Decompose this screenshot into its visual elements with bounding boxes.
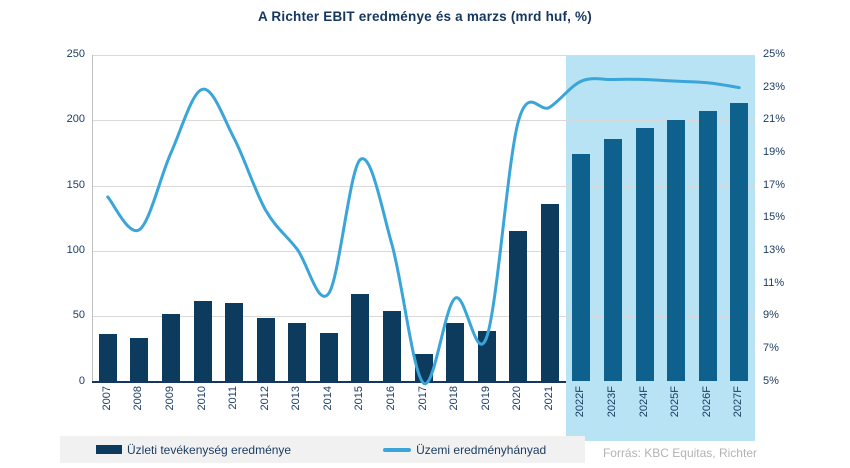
bar-2008 bbox=[130, 338, 149, 382]
bar-2026F bbox=[698, 111, 717, 382]
y-axis-tick-left: 0 bbox=[78, 374, 85, 387]
y-axis-line bbox=[92, 55, 93, 382]
x-axis-tick: 2010 bbox=[195, 386, 208, 411]
x-axis-tick: 2025F bbox=[669, 386, 682, 418]
y-axis-tick-left: 200 bbox=[66, 113, 85, 126]
legend-label-bars: Üzleti tevékenység eredménye bbox=[127, 442, 292, 457]
x-axis-tick: 2019 bbox=[479, 386, 492, 411]
x-axis-tick: 2007 bbox=[100, 386, 113, 411]
x-axis-tick: 2020 bbox=[511, 386, 524, 411]
y-axis-tick-left: 250 bbox=[66, 48, 85, 60]
x-axis-tick: 2009 bbox=[163, 386, 176, 411]
y-axis-tick-left: 50 bbox=[72, 309, 85, 322]
forecast-highlight bbox=[565, 55, 755, 441]
bar-2012 bbox=[256, 317, 275, 382]
bar-2024F bbox=[635, 128, 654, 382]
chart-title: A Richter EBIT eredménye és a marzs (mrd… bbox=[258, 9, 592, 24]
legend: Üzleti tevékenység eredménye Üzemi eredm… bbox=[60, 436, 585, 463]
gridline bbox=[92, 316, 755, 318]
bar-2023F bbox=[603, 138, 622, 382]
y-axis-tick-right: 5% bbox=[763, 374, 779, 387]
x-axis-tick: 2018 bbox=[448, 386, 461, 411]
bar-2017 bbox=[414, 354, 433, 382]
x-axis-tick: 2013 bbox=[290, 386, 303, 411]
x-axis-tick: 2022F bbox=[574, 386, 587, 418]
x-axis-tick: 2023F bbox=[605, 386, 618, 418]
legend-label-line: Üzemi eredményhányad bbox=[416, 442, 547, 457]
x-axis-tick: 2017 bbox=[416, 386, 429, 411]
x-axis-tick: 2027F bbox=[732, 386, 745, 418]
x-axis-tick: 2008 bbox=[132, 386, 145, 411]
x-axis-tick: 2016 bbox=[384, 386, 397, 411]
source-attribution: Forrás: KBC Equitas, Richter bbox=[602, 446, 757, 460]
x-axis-tick: 2011 bbox=[227, 386, 240, 410]
bar-2021 bbox=[540, 203, 559, 382]
bar-2020 bbox=[509, 231, 528, 382]
y-axis-tick-right: 7% bbox=[763, 341, 779, 354]
bar-2015 bbox=[351, 293, 370, 382]
bar-series-swatch-icon bbox=[96, 445, 122, 454]
x-axis-tick: 2024F bbox=[637, 386, 650, 418]
gridline bbox=[92, 120, 755, 122]
y-axis-tick-right: 19% bbox=[763, 145, 786, 158]
gridline bbox=[92, 55, 755, 56]
y-axis-tick-right: 23% bbox=[763, 80, 786, 93]
bar-2010 bbox=[193, 300, 212, 382]
x-axis-tick: 2021 bbox=[542, 386, 555, 411]
x-axis-tick: 2026F bbox=[700, 386, 713, 418]
bar-2018 bbox=[446, 322, 465, 382]
y-axis-tick-left: 150 bbox=[66, 178, 85, 191]
bar-2027F bbox=[730, 103, 749, 382]
y-axis-tick-left: 100 bbox=[66, 243, 85, 256]
bar-2022F bbox=[572, 154, 591, 382]
x-axis-tick: 2012 bbox=[258, 386, 271, 411]
y-axis-tick-right: 11% bbox=[763, 276, 785, 289]
y-axis-tick-right: 25% bbox=[763, 48, 786, 60]
legend-item-line: Üzemi eredményhányad bbox=[383, 443, 546, 457]
gridline bbox=[92, 250, 755, 252]
x-axis-tick: 2014 bbox=[321, 386, 334, 411]
y-axis-tick-right: 17% bbox=[763, 178, 786, 191]
x-axis-tick: 2015 bbox=[353, 386, 366, 411]
y-axis-tick-right: 21% bbox=[763, 113, 786, 126]
gridline bbox=[92, 185, 755, 187]
bar-2025F bbox=[667, 120, 686, 382]
y-axis-tick-right: 13% bbox=[763, 243, 786, 256]
bar-2009 bbox=[161, 313, 180, 382]
bar-2011 bbox=[225, 303, 244, 382]
y-axis-tick-right: 15% bbox=[763, 211, 786, 224]
bar-2019 bbox=[477, 330, 496, 382]
bar-2014 bbox=[319, 333, 338, 382]
y-axis-tick-right: 9% bbox=[763, 309, 779, 322]
legend-item-bars: Üzleti tevékenység eredménye bbox=[96, 443, 291, 457]
bar-2016 bbox=[382, 310, 401, 382]
bar-2013 bbox=[288, 322, 307, 382]
bar-2007 bbox=[98, 334, 117, 382]
line-series-swatch-icon bbox=[383, 447, 412, 452]
